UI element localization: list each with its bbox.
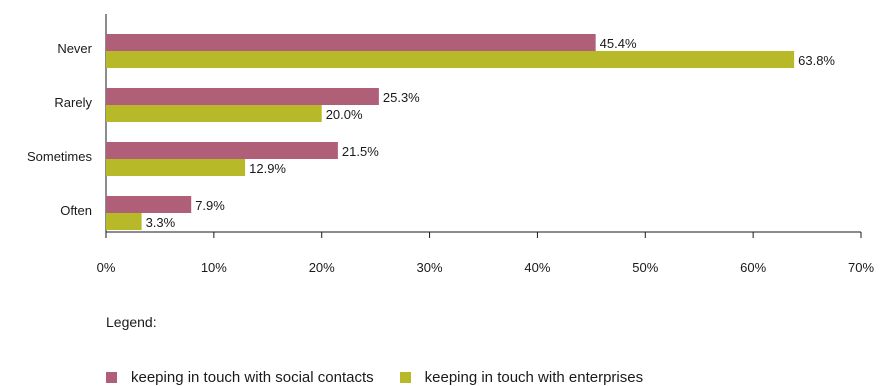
x-tick-label: 20%	[309, 260, 335, 275]
bar	[106, 213, 142, 230]
data-label: 25.3%	[383, 90, 420, 105]
legend-label-enterprises: keeping in touch with enterprises	[424, 369, 644, 386]
x-tick-label: 50%	[632, 260, 658, 275]
bar-chart: 0% 10% 20% 30% 40% 50% 60% 70% Never 45.4% 63.8% R…	[27, 14, 874, 275]
category-label: Often	[60, 203, 92, 218]
bar	[106, 88, 379, 105]
legend-swatch-social	[106, 372, 117, 383]
x-tick-label: 70%	[848, 260, 874, 275]
data-label: 3.3%	[146, 215, 176, 230]
bar	[106, 34, 596, 51]
bar	[106, 196, 192, 213]
legend-title: Legend:	[106, 314, 157, 330]
x-tick-label: 0%	[97, 260, 116, 275]
data-label: 45.4%	[600, 36, 637, 51]
data-label: 63.8%	[798, 53, 835, 68]
x-tick-label: 10%	[201, 260, 227, 275]
x-tick-label: 40%	[524, 260, 550, 275]
chart-labels: Never 45.4% 63.8% Rarely 25.3% 20.0% Sometimes…	[27, 36, 835, 230]
chart-bars	[106, 34, 795, 230]
category-label: Never	[57, 41, 92, 56]
category-label: Sometimes	[27, 149, 93, 164]
legend-swatch-enterprises	[399, 372, 411, 383]
bar	[106, 142, 338, 159]
bar	[106, 51, 795, 68]
data-label: 20.0%	[326, 107, 363, 122]
x-tick-label: 30%	[417, 260, 443, 275]
data-label: 12.9%	[249, 161, 286, 176]
data-label: 21.5%	[342, 144, 379, 159]
chart-axes: 0% 10% 20% 30% 40% 50% 60% 70%	[97, 14, 874, 275]
legend-label-social: keeping in touch with social contacts	[131, 369, 374, 386]
bar	[106, 105, 322, 122]
bar	[106, 159, 246, 176]
legend: keeping in touch with social contacts ke…	[106, 369, 669, 386]
x-tick-label: 60%	[740, 260, 766, 275]
legend-item-social: keeping in touch with social contacts	[106, 369, 374, 386]
data-label: 7.9%	[195, 198, 225, 213]
category-label: Rarely	[54, 95, 92, 110]
legend-item-enterprises: keeping in touch with enterprises	[399, 369, 644, 386]
